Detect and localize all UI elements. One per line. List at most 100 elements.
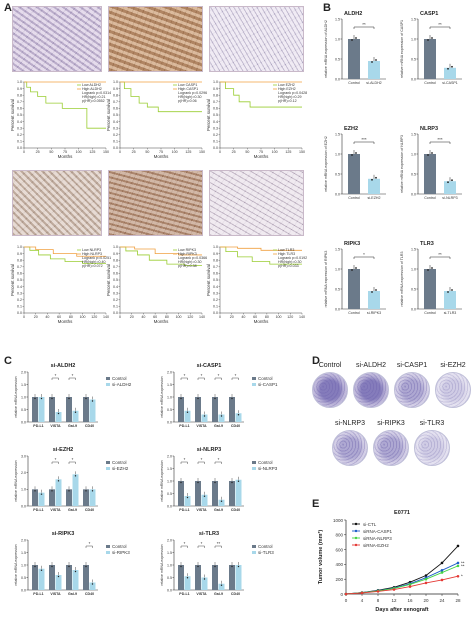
km-y-tick-label: 0.4	[213, 285, 218, 289]
bar-vista-control	[49, 397, 55, 422]
legend-marker	[354, 522, 358, 526]
growth-point	[424, 581, 428, 585]
km-x-label: Months	[154, 319, 170, 324]
km-x-tick-label: 50	[245, 150, 249, 154]
x-tick-label: si-RIPK3	[367, 311, 381, 315]
km-x-tick-label: 140	[299, 315, 305, 319]
y-tick-label: 1.0	[335, 37, 340, 41]
ihc-image-tlr3	[209, 170, 304, 236]
mrna-bar-chart-nlrp3: NLRP3 0.0 0.5 1.0 1.5 relative mRNA expressio…	[400, 126, 462, 200]
growth-point	[440, 571, 444, 574]
data-point	[91, 400, 94, 402]
data-point	[351, 269, 353, 271]
x-tick-label: PD-L1	[33, 508, 43, 512]
bar-gal-9-knockdown	[72, 570, 79, 590]
ihc-image-aldh2	[12, 6, 102, 72]
chart-title: NLRP3	[420, 126, 438, 132]
km-x-tick-label: 25	[36, 150, 40, 154]
bar-cd40-control	[83, 397, 89, 422]
bar-pd-l1-control	[32, 565, 38, 590]
y-tick-label: 1.0	[335, 267, 340, 271]
data-point	[214, 397, 216, 400]
km-y-tick-label: 0.4	[113, 120, 118, 124]
significance-mark: *	[461, 574, 463, 579]
data-point	[231, 397, 233, 400]
data-point	[197, 565, 199, 568]
significance-mark: *	[235, 373, 237, 378]
growth-point	[456, 561, 460, 565]
x-tick-label: CD40	[85, 508, 94, 512]
x-tick-label: Gal-9	[214, 508, 223, 512]
data-point	[68, 397, 70, 400]
x-tick-label: CD40	[85, 592, 94, 596]
km-legend-entry: HR(high)=0.30	[278, 260, 301, 264]
km-x-tick-label: 100	[80, 315, 86, 319]
km-legend-entry: Low CASP1	[178, 83, 197, 87]
km-low-curve	[24, 81, 106, 129]
km-x-tick-label: 80	[69, 315, 73, 319]
growth-point	[392, 588, 396, 591]
data-point	[220, 415, 223, 417]
km-y-tick-label: 0.4	[213, 120, 218, 124]
bar-cd40-control	[229, 565, 235, 590]
km-y-tick-label: 0.3	[113, 291, 118, 295]
x-tick-label: VISTA	[50, 592, 61, 596]
data-point	[237, 565, 240, 568]
y-tick-label: 0.5	[411, 172, 416, 176]
km-x-tick-label: 140	[199, 315, 205, 319]
x-tick-label: PD-L1	[179, 424, 189, 428]
km-y-tick-label: 0.1	[113, 305, 118, 309]
km-x-tick-label: 150	[103, 150, 109, 154]
km-x-tick-label: 40	[45, 315, 49, 319]
km-y-tick-label: 1.0	[213, 80, 218, 84]
km-y-tick-label: 1.0	[113, 245, 118, 249]
km-y-tick-label: 0.7	[17, 100, 22, 104]
km-plot-5: 1.0 0.9 0.8 0.7 0.6 0.5 0.4 0.3 0.2 0.1 0.00 20 40 60…	[106, 245, 207, 324]
colony-plate-label: si-CASP1	[396, 362, 428, 369]
km-x-tick-label: 100	[76, 150, 82, 154]
bar-pd-l1-knockdown	[184, 576, 191, 590]
km-legend-entry: Logrank p=0.0366	[178, 256, 207, 260]
data-point	[197, 397, 199, 400]
km-x-tick-label: 0	[119, 150, 121, 154]
significance-mark: ***	[361, 137, 367, 142]
x-tick-label: VISTA	[196, 508, 207, 512]
km-x-tick-label: 100	[276, 315, 282, 319]
colony-plate-label: si-ALDH2	[356, 362, 386, 369]
chart-title: si-TLR3	[199, 531, 219, 537]
km-y-tick-label: 0.0	[213, 146, 218, 150]
bar-vista-control	[49, 565, 55, 590]
y-tick-label: 1.0	[411, 267, 416, 271]
significance-mark: *	[201, 373, 203, 378]
legend-entry: Control	[112, 544, 127, 549]
km-x-tick-label: 120	[187, 315, 193, 319]
mrna-bar-chart-ripk3: RIPK3 0.0 0.5 1.0 1.5 relative mRNA expressio…	[324, 241, 386, 315]
y-tick-label: 1.5	[335, 17, 340, 21]
km-y-tick-label: 0.0	[113, 146, 118, 150]
y-tick-label: 0.0	[167, 420, 172, 424]
bar-pd-l1-control	[178, 481, 184, 506]
legend-swatch	[106, 461, 110, 464]
km-legend-entry: p(HR)=0.12	[278, 99, 297, 103]
data-point	[51, 490, 53, 492]
x-tick-label: si-TLR3	[444, 311, 457, 315]
x-tick-label: si-ALDH2	[366, 81, 381, 85]
y-tick-label: 200	[335, 577, 343, 582]
data-point	[231, 565, 233, 568]
growth-line-sirna-casp1	[345, 562, 459, 595]
data-point	[427, 269, 429, 271]
y-tick-label: 1.0	[411, 37, 416, 41]
km-y-tick-label: 0.6	[113, 107, 118, 111]
growth-point	[456, 544, 460, 548]
y-tick-label: 0.5	[411, 57, 416, 61]
km-y-tick-label: 0.2	[113, 133, 118, 137]
data-point	[57, 480, 60, 482]
km-legend-entry: High CASP1	[178, 87, 198, 91]
bar-vista-knockdown	[55, 575, 62, 590]
x-tick-label: 24	[439, 598, 445, 603]
y-tick-label: 600	[335, 547, 343, 552]
data-point	[371, 61, 373, 63]
x-tick-label: si-EZH2	[368, 196, 381, 200]
chart-title: CASP1	[420, 11, 438, 17]
